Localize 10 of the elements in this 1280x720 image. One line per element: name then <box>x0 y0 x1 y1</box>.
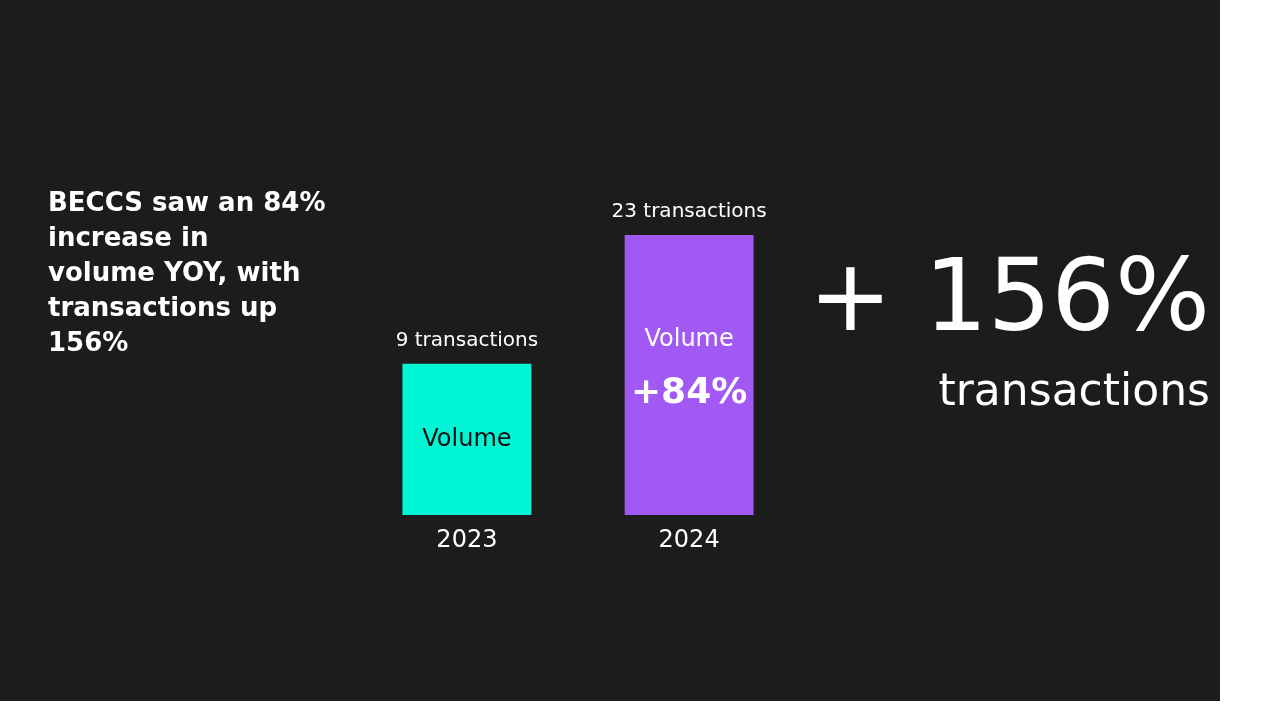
annotation: Volume <box>644 323 734 352</box>
x-tick-label: 2024 <box>658 524 720 553</box>
text: 23 transactions <box>611 198 767 222</box>
text: transactions <box>938 364 1210 415</box>
text: + 156% <box>808 237 1210 354</box>
x-tick-label: 2023 <box>436 524 498 553</box>
annotation: Volume <box>422 424 512 453</box>
annotation: +84% <box>630 369 748 411</box>
text: 9 transactions <box>395 326 539 351</box>
text: BECCS saw an 84% increase in volume YOY, with transactions up 156% <box>48 187 326 357</box>
